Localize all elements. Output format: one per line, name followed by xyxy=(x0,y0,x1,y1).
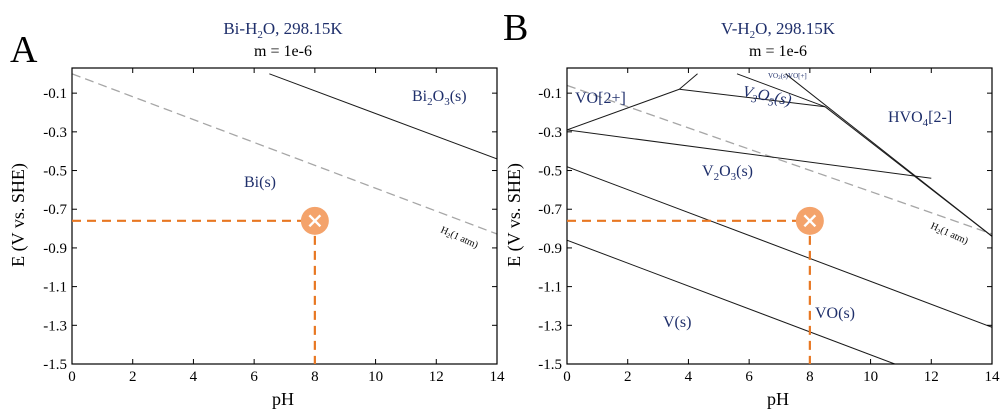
chart-a-xtick-label: 8 xyxy=(311,369,319,385)
chart-b-region-v2o3: V2O3(s) xyxy=(702,163,753,183)
chart-b-ytick-label: -0.9 xyxy=(538,241,562,257)
chart-b-ytick-label: -1.5 xyxy=(538,357,562,373)
chart-b-xtick-label: 12 xyxy=(924,369,939,385)
chart-a-xtick-label: 4 xyxy=(190,369,198,385)
chart-b-boundary-2 xyxy=(679,88,826,108)
chart-b-ytick-label: -1.1 xyxy=(538,280,562,296)
chart-b-region-v3o5: V3O5(s) xyxy=(741,83,793,112)
panel-letter-b: B xyxy=(503,7,528,49)
chart-b-boundary-1 xyxy=(678,73,698,90)
chart-b-xtick-label: 10 xyxy=(863,369,878,385)
chart-b-region-vo2plus: VO[2+] xyxy=(575,90,626,107)
chart-a-xtick-label: 14 xyxy=(490,369,506,385)
chart-a-xtick-label: 0 xyxy=(68,369,76,385)
chart-a-ytick-label: -1.1 xyxy=(43,280,67,296)
chart-b-h2-label: H2(1 atm) xyxy=(928,221,969,248)
chart-a-xtick-label: 12 xyxy=(429,369,444,385)
chart-b-title: V-H2O, 298.15K xyxy=(721,19,836,41)
chart-b-ytick-label: -0.7 xyxy=(538,202,562,218)
chart-b-boundary-6 xyxy=(785,73,992,237)
chart-b-xtick-label: 4 xyxy=(685,369,693,385)
chart-a-boundary-0 xyxy=(269,73,497,160)
chart-b-region-vo: VO(s) xyxy=(815,305,855,322)
chart-b-h2-line xyxy=(567,84,992,235)
chart-a-frame xyxy=(71,67,498,365)
chart-a-ytick-label: -1.3 xyxy=(43,318,67,334)
chart-b-xtick-label: 8 xyxy=(806,369,814,385)
chart-b-region-vo2-small: VO2(s)VO[+] xyxy=(768,72,807,81)
chart-a-region-bi2o3: Bi2O3(s) xyxy=(412,88,467,108)
chart-a-ytick-label: -0.1 xyxy=(43,86,67,102)
chart-a-xlabel: pH xyxy=(272,389,294,409)
chart-b-xtick-label: 2 xyxy=(624,369,632,385)
chart-b-marker-x2 xyxy=(803,214,817,228)
chart-b-subtitle: m = 1e-6 xyxy=(749,43,807,60)
chart-b-ytick-label: -0.1 xyxy=(538,86,562,102)
chart-a-ytick-label: -0.3 xyxy=(43,125,67,141)
chart-b-boundary-7 xyxy=(567,166,992,328)
chart-b-xtick-label: 6 xyxy=(745,369,753,385)
chart-b-boundary-0 xyxy=(567,88,680,131)
chart-a-plot: 0 2 4 6 8 10 12 14 -0.1 -0.3 -0.5 -0.7 -0.9 -1.1 -1.3 -… xyxy=(43,67,506,385)
chart-b-ytick-label: -0.5 xyxy=(538,164,562,180)
chart-b-plot-area xyxy=(567,73,992,364)
chart-b-region-v: V(s) xyxy=(663,314,691,331)
chart-b-xtick-label: 14 xyxy=(985,369,1000,385)
chart-b-ytick-label: -0.3 xyxy=(538,125,562,141)
chart-b-ytick-label: -1.3 xyxy=(538,318,562,334)
chart-a-ylabel: E (V vs. SHE) xyxy=(8,163,29,267)
chart-a-ytick-label: -0.9 xyxy=(43,241,67,257)
chart-b-boundary-3 xyxy=(736,73,826,108)
panel-letter-a: A xyxy=(10,29,38,71)
chart-b-boundary-4 xyxy=(567,129,932,179)
chart-a-h2-line xyxy=(72,73,497,235)
chart-a-h2-label: H2(1 atm) xyxy=(438,225,479,252)
chart-a-xtick-label: 2 xyxy=(129,369,137,385)
chart-b-xtick-label: 0 xyxy=(563,369,571,385)
chart-a-region-bi: Bi(s) xyxy=(244,174,276,191)
chart-a-marker-x2 xyxy=(308,214,322,228)
chart-a-ytick-label: -0.5 xyxy=(43,164,67,180)
chart-b-boundary-8 xyxy=(567,239,896,364)
chart-b-plot: 0 2 4 6 8 10 12 14 -0.1 -0.3 -0.5 -0.7 -0.9 -1.1 -1.3 -… xyxy=(538,67,1000,385)
chart-b-frame xyxy=(566,67,993,365)
chart-a-plot-area xyxy=(72,73,497,235)
chart-a-xtick-label: 6 xyxy=(250,369,258,385)
chart-b-region-hvo4: HVO4[2-] xyxy=(888,109,952,129)
chart-a-ytick-label: -0.7 xyxy=(43,202,67,218)
chart-a-subtitle: m = 1e-6 xyxy=(254,43,312,60)
chart-b-xlabel: pH xyxy=(767,389,789,409)
chart-a-ytick-label: -1.5 xyxy=(43,357,67,373)
chart-a-title: Bi-H2O, 298.15K xyxy=(223,19,343,41)
chart-a-xtick-label: 10 xyxy=(368,369,383,385)
chart-b-ylabel: E (V vs. SHE) xyxy=(504,163,525,267)
